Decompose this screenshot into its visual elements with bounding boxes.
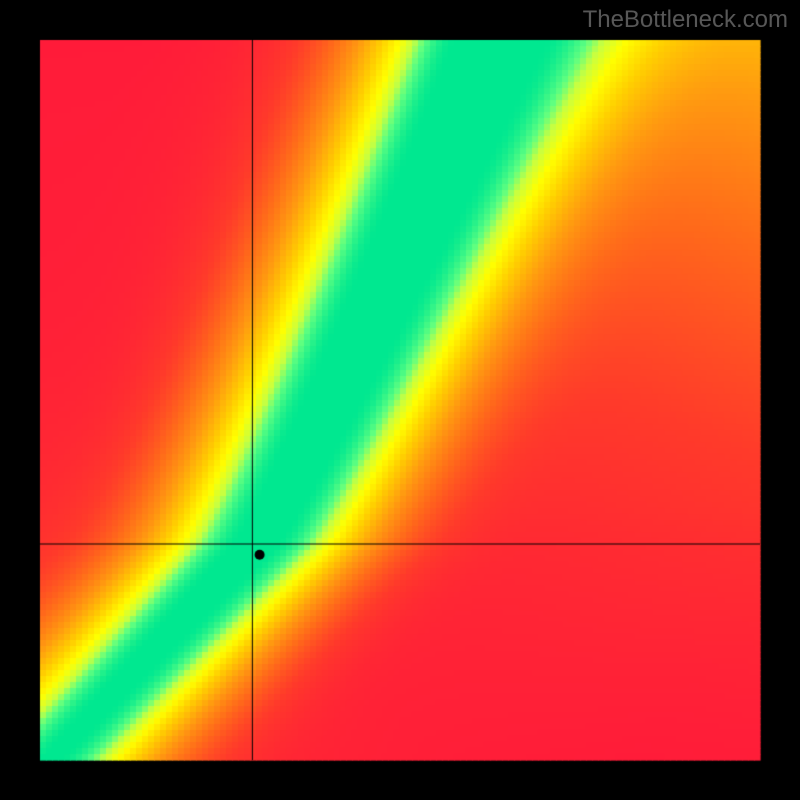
heatmap-canvas — [0, 0, 800, 800]
chart-container: TheBottleneck.com — [0, 0, 800, 800]
watermark-text: TheBottleneck.com — [583, 6, 788, 34]
